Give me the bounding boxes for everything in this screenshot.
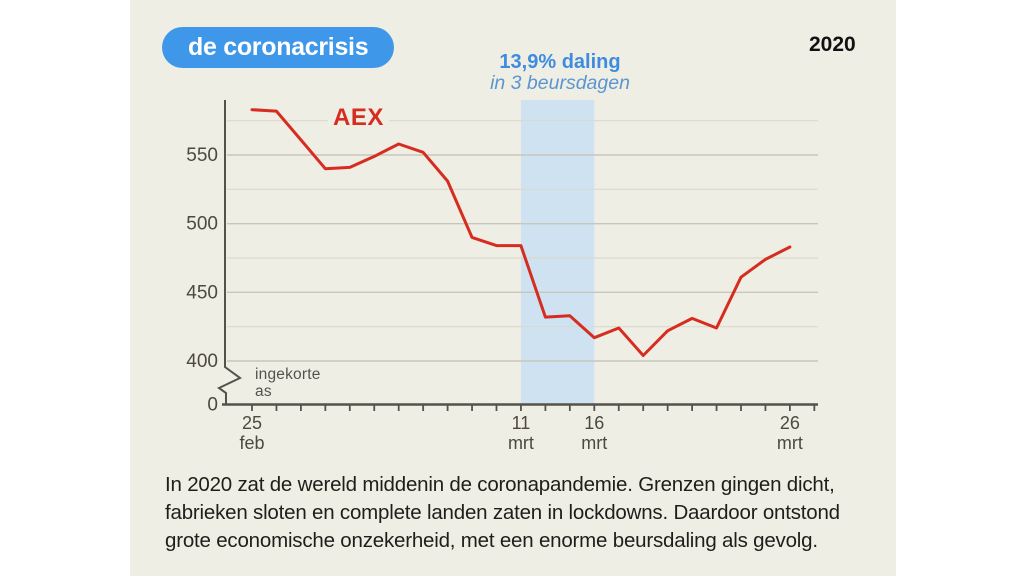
y-tick-label-0: 0 [207, 395, 218, 416]
x-tick-label-day: 11 [512, 413, 531, 433]
y-axis [217, 100, 242, 405]
drop-annotation-detail: in 3 beursdagen [490, 72, 630, 94]
x-tick-label-month: feb [239, 433, 264, 453]
highlight-band [520, 100, 595, 405]
axis-break-label-line2: as [255, 383, 272, 400]
axis-break-label-line1: ingekorte [255, 366, 321, 383]
axis-break-label: ingekorte as [255, 366, 321, 400]
y-tick-label-500: 500 [186, 214, 218, 235]
x-tick-label-month: mrt [581, 433, 607, 453]
x-tick-label-day: 26 [780, 413, 800, 433]
drop-annotation-value: 13,9% daling [499, 51, 621, 73]
caption-line-1: In 2020 zat de wereld middenin de corona… [165, 473, 835, 496]
page-title: de coronacrisis [188, 33, 369, 61]
year-label: 2020 [809, 33, 856, 56]
infographic-panel: de coronacrisis 2020 13,9% daling in 3 b… [130, 0, 896, 576]
aex-line [250, 108, 792, 357]
caption-line-3: grote economische onzekerheid, met een e… [165, 529, 818, 552]
x-tick-label-month: mrt [508, 433, 534, 453]
y-tick-label-400: 400 [186, 351, 218, 372]
drop-annotation: 13,9% daling in 3 beursdagen [490, 51, 630, 94]
title-badge: de coronacrisis [162, 27, 395, 68]
caption: In 2020 zat de wereld middenin de corona… [165, 471, 889, 555]
x-tick-label-month: mrt [777, 433, 803, 453]
y-tick-label-450: 450 [186, 282, 218, 303]
series-label-aex: AEX [328, 104, 389, 132]
x-tick-label-day: 25 [242, 413, 262, 433]
y-tick-label-550: 550 [186, 145, 218, 166]
caption-line-2: fabrieken sloten en complete landen zate… [165, 501, 840, 524]
x-tick-label-day: 16 [584, 413, 604, 433]
